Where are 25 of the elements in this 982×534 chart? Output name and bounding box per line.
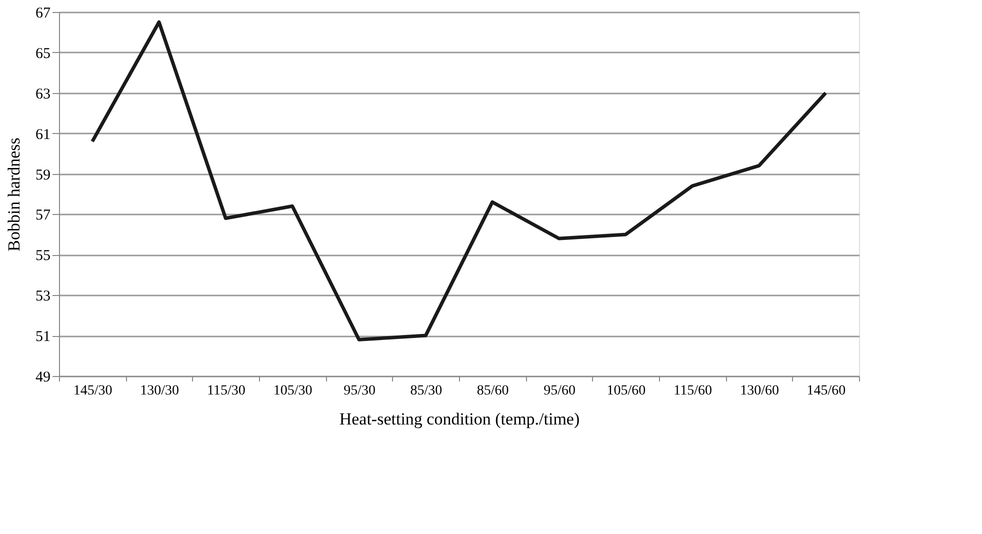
- y-tick-label: 67: [36, 6, 51, 22]
- y-tick-label: 53: [36, 288, 50, 305]
- y-tick-label: 55: [36, 248, 50, 264]
- x-tick-label: 95/30: [344, 384, 376, 398]
- y-tick-label: 49: [36, 370, 50, 386]
- y-tick-label: 65: [36, 46, 50, 62]
- x-tick-label: 130/60: [740, 384, 779, 398]
- y-tick-label: 61: [36, 126, 50, 143]
- x-axis-title: Heat-setting condition (temp./time): [339, 410, 580, 428]
- y-tick-label: 57: [36, 208, 51, 224]
- y-tick-label: 63: [36, 86, 50, 102]
- x-tick-label: 105/30: [273, 384, 312, 398]
- y-axis-title: Bobbin hardness: [4, 138, 24, 252]
- x-tick-label: 85/60: [476, 384, 509, 398]
- x-tick-label: 95/60: [544, 384, 576, 398]
- x-tick-label: 105/60: [606, 384, 646, 398]
- x-tick-label: 145/60: [806, 384, 846, 398]
- x-tick-label: 115/60: [674, 384, 712, 398]
- y-tick-label: 59: [36, 167, 50, 184]
- x-tick-label: 145/30: [73, 384, 112, 398]
- x-tick-label: 85/30: [410, 384, 442, 398]
- x-tick-label: 115/30: [206, 384, 246, 398]
- y-tick-label: 51: [36, 329, 50, 346]
- x-tick-label: 130/30: [140, 384, 179, 398]
- line-series: [90, 20, 828, 342]
